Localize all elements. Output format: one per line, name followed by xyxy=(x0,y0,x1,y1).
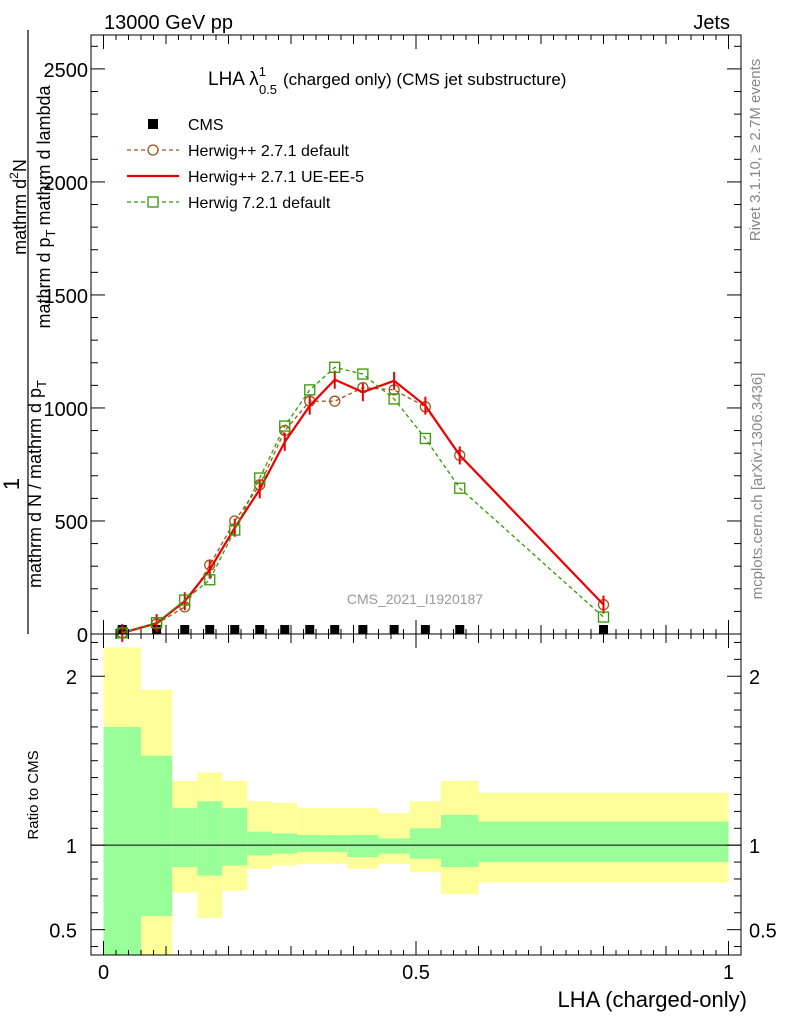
legend-marker-3 xyxy=(147,196,159,208)
series-3-marker-10 xyxy=(388,393,400,405)
series-3-marker-6 xyxy=(279,420,291,432)
ratio-xtick-label-1: 0.5 xyxy=(402,962,430,984)
ratio-ytick-label-right-0: 0.5 xyxy=(749,921,777,943)
ratio-inner-band-6 xyxy=(272,833,298,854)
series-3-marker-3 xyxy=(204,574,216,586)
x-axis-label: LHA (charged-only) xyxy=(557,987,747,1012)
ratio-ytick-label-1: 1 xyxy=(66,836,77,858)
series-3-marker-1 xyxy=(150,617,163,629)
legend-label-3: Herwig 7.2.1 default xyxy=(188,195,331,212)
ratio-inner-band-2 xyxy=(172,808,198,868)
analysis-id-label: CMS_2021_I1920187 xyxy=(347,591,483,607)
main-ytick-label-5: 2500 xyxy=(44,60,89,82)
cms-data-point-8 xyxy=(330,625,340,634)
legend-marker-1 xyxy=(147,144,159,156)
series-3-marker-4 xyxy=(229,524,241,536)
ratio-inner-band-7 xyxy=(297,835,323,852)
main-series xyxy=(116,361,610,642)
legend-label-1: Herwig++ 2.7.1 default xyxy=(188,143,350,160)
series-3-marker-11 xyxy=(419,432,432,445)
main-ytick-label-0: 0 xyxy=(77,625,88,647)
cms-data-point-3 xyxy=(205,625,215,634)
ratio-inner-band-3 xyxy=(197,801,223,876)
chart-title: LHA λ1 0.5 (charged only) (CMS jet substru… xyxy=(208,64,566,97)
ylabel-d2n: mathrm d2N xyxy=(7,159,30,255)
ylabel-num-top-sup: 2 xyxy=(7,172,21,179)
cms-data-point-12 xyxy=(455,625,465,634)
series-1-marker-8 xyxy=(329,395,341,407)
series-3-marker-13 xyxy=(597,611,610,623)
cms-data-point-7 xyxy=(305,625,315,634)
ratio-ytick-label-right-1: 1 xyxy=(749,836,760,858)
main-y-axis-label: 1 mathrm d N / mathrm d pT mathrm d2N ma… xyxy=(0,30,58,634)
title-sub: 0.5 xyxy=(259,82,277,97)
ratio-xtick-label-2: 1 xyxy=(723,962,734,984)
series-3-marker-12 xyxy=(454,482,466,494)
ratio-bands xyxy=(91,647,741,955)
ratio-inner-band-9 xyxy=(347,835,379,858)
mcplots-site-label: mcplots.cern.ch [arXiv:1306.3436] xyxy=(749,373,766,600)
series-line-1 xyxy=(122,386,604,634)
ylabel-num-top-rest: N xyxy=(10,159,30,172)
ratio-ytick-label-0: 0.5 xyxy=(49,921,77,943)
energy-label: 13000 GeV pp xyxy=(104,12,233,34)
ylabel-den1: mathrm d N / mathrm d p xyxy=(25,388,45,588)
ylabel-den2-sub: T xyxy=(43,229,58,237)
series-line-3 xyxy=(122,366,604,634)
ylabel-denominator: mathrm d N / mathrm d pT xyxy=(25,380,49,588)
series-3-marker-5 xyxy=(254,472,266,484)
main-ytick-label-1: 500 xyxy=(55,512,88,534)
axes: 0 500 1000 1500 2000 2500 0 0.5 1 0.5 0.5 1 1 2 2 xyxy=(44,34,777,984)
ylabel-den1-sub: T xyxy=(34,380,49,388)
cms-data-point-5 xyxy=(255,625,265,634)
ratio-inner-band-0 xyxy=(103,726,141,955)
ratio-ytick-label-2: 2 xyxy=(66,667,77,689)
process-label: Jets xyxy=(693,12,730,34)
ratio-inner-band-8 xyxy=(322,835,348,852)
ratio-inner-band-5 xyxy=(247,831,273,856)
ratio-y-axis-label: Ratio to CMS xyxy=(25,750,42,839)
ylabel-den2: mathrm d p xyxy=(34,237,54,328)
ylabel-num-top: mathrm d xyxy=(10,179,30,255)
ratio-inner-band-10 xyxy=(378,838,410,854)
series-3-marker-7 xyxy=(304,384,316,396)
ratio-inner-band-4 xyxy=(222,808,248,866)
rivet-version-label: Rivet 3.1.10, ≥ 2.7M events xyxy=(747,59,764,242)
legend-label-2: Herwig++ 2.7.1 UE-EE-5 xyxy=(188,169,364,186)
main-ytick-label-2: 1000 xyxy=(44,399,89,421)
cms-data-point-10 xyxy=(389,625,399,634)
title-sup: 1 xyxy=(259,64,266,79)
cms-data-point-4 xyxy=(230,625,240,634)
ylabel-dpt-dlambda: mathrm d pTmathrm d lambda xyxy=(34,84,58,328)
ylabel-numerator: 1 xyxy=(0,478,24,490)
legend-cms-marker xyxy=(148,119,158,129)
ratio-xtick-label-0: 0 xyxy=(98,962,109,984)
main-ytick-label-4: 2000 xyxy=(44,173,89,195)
ylabel-den2-rest: mathrm d lambda xyxy=(34,84,54,225)
cms-data-point-6 xyxy=(280,625,290,634)
legend-label-0: CMS xyxy=(188,117,224,134)
main-ytick-label-3: 1500 xyxy=(44,286,89,308)
series-3-marker-8 xyxy=(329,361,341,373)
series-3-marker-9 xyxy=(357,368,369,380)
legend: CMS Herwig++ 2.7.1 default Herwig++ 2.7.1 … xyxy=(127,117,364,212)
title-main: LHA λ xyxy=(208,69,259,90)
cms-data-point-2 xyxy=(180,625,190,634)
cms-data-point-11 xyxy=(420,625,430,634)
cms-data-point-9 xyxy=(358,625,368,634)
ratio-inner-band-12 xyxy=(441,814,479,868)
ratio-inner-band-1 xyxy=(141,755,173,917)
series-3-marker-0 xyxy=(116,627,128,639)
series-3-marker-2 xyxy=(179,594,191,606)
ratio-inner-band-13 xyxy=(478,821,729,863)
ratio-inner-band-11 xyxy=(409,828,441,859)
title-rest: (charged only) (CMS jet substructure) xyxy=(283,70,566,89)
ratio-ytick-label-right-2: 2 xyxy=(749,667,760,689)
